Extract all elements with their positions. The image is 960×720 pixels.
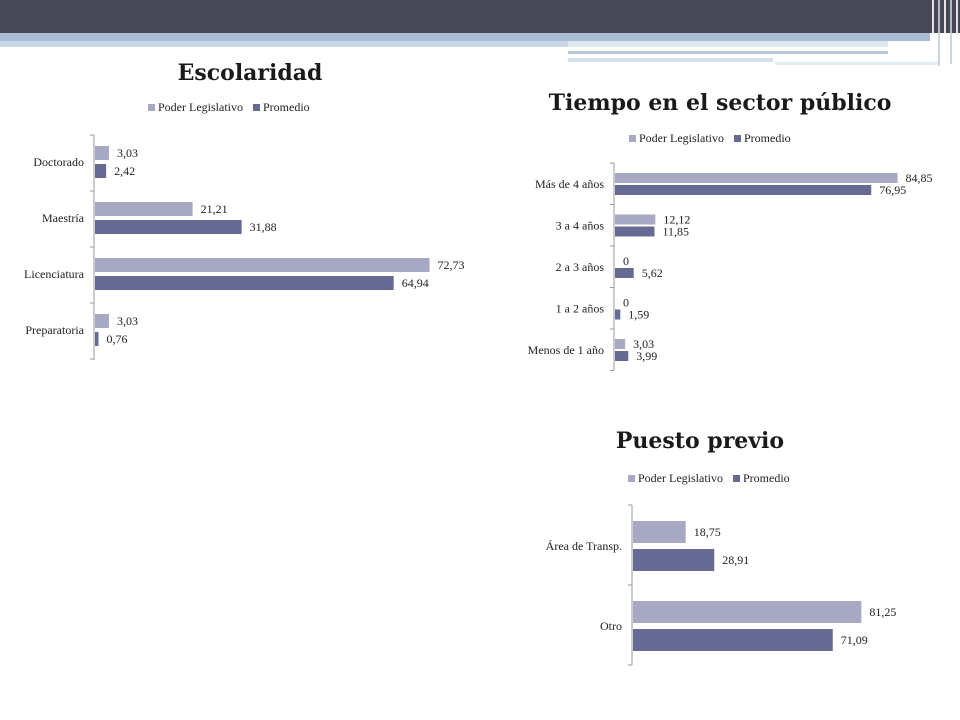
bar-poder-legislativo-3-a-4-anos <box>615 214 656 225</box>
data-label-poder-legislativo-licenciatura: 72,73 <box>438 258 465 272</box>
bar-poder-legislativo-menos-de-1-ano <box>615 339 626 349</box>
legend-swatch-poder-legislativo <box>629 135 636 142</box>
legend-swatch-promedio <box>733 135 741 142</box>
legend-item: Poder Legislativo <box>148 100 243 115</box>
data-label-promedio-mas-de-4-anos: 76,95 <box>879 183 906 197</box>
legend-label: Promedio <box>743 131 791 145</box>
bar-poder-legislativo-doctorado <box>95 146 109 160</box>
data-label-poder-legislativo-menos-de-1-ano: 3,03 <box>633 337 654 351</box>
bar-promedio-mas-de-4-anos <box>615 185 872 195</box>
chart-title-tiempo-sector-publico: Tiempo en el sector público <box>548 90 892 116</box>
data-label-promedio-preparatoria: 0,76 <box>106 332 127 346</box>
bar-promedio-preparatoria <box>95 332 99 346</box>
data-label-promedio-doctorado: 2,42 <box>114 164 135 178</box>
bar-promedio-1-a-2-anos <box>615 309 621 320</box>
data-label-promedio-licenciatura: 64,94 <box>402 276 429 290</box>
bar-chart-escolaridad: Doctorado 3,03 2,42 Maestría 21,21 31,88 Licen… <box>24 134 465 360</box>
category-label-1-a-2-anos: 1 a 2 años <box>556 302 605 316</box>
legend-item: Promedio <box>733 131 791 146</box>
data-label-promedio-area-de-transp: 28,91 <box>722 553 749 567</box>
bar-poder-legislativo-maestria <box>95 202 193 216</box>
header-stripe <box>568 51 888 54</box>
header-stripe <box>568 58 773 62</box>
slide-header-bar <box>0 0 960 33</box>
category-label-doctorado: Doctorado <box>33 155 84 169</box>
data-label-poder-legislativo-2-a-3-anos: 0 <box>623 254 629 268</box>
legend-swatch-promedio <box>732 475 740 482</box>
bar-poder-legislativo-preparatoria <box>95 314 109 328</box>
bar-promedio-doctorado <box>95 164 107 178</box>
data-label-promedio-3-a-4-anos: 11,85 <box>662 225 689 239</box>
header-stripe <box>775 62 940 65</box>
legend-item: Poder Legislativo <box>628 471 723 486</box>
category-label-otro: Otro <box>600 619 622 633</box>
category-label-menos-de-1-ano: Menos de 1 año <box>528 343 604 357</box>
legend-item: Promedio <box>732 471 790 486</box>
category-label-2-a-3-anos: 2 a 3 años <box>556 260 605 274</box>
bar-promedio-area-de-transp <box>633 549 715 571</box>
data-label-poder-legislativo-3-a-4-anos: 12,12 <box>663 213 690 227</box>
bar-poder-legislativo-mas-de-4-anos <box>615 173 898 183</box>
legend-label: Poder Legislativo <box>639 131 724 145</box>
data-label-poder-legislativo-preparatoria: 3,03 <box>117 314 138 328</box>
legend-swatch-poder-legislativo <box>148 104 155 111</box>
data-label-poder-legislativo-area-de-transp: 18,75 <box>694 525 721 539</box>
bar-poder-legislativo-licenciatura <box>95 258 430 272</box>
category-label-mas-de-4-anos: Más de 4 años <box>535 177 604 191</box>
header-vertical-lines <box>928 0 960 68</box>
category-label-area-de-transp: Área de Transp. <box>546 539 622 553</box>
legend-tiempo: Poder Legislativo Promedio <box>629 131 791 146</box>
data-label-promedio-1-a-2-anos: 1,59 <box>628 308 649 322</box>
legend-swatch-promedio <box>252 104 260 111</box>
data-label-poder-legislativo-doctorado: 3,03 <box>117 146 138 160</box>
data-label-promedio-menos-de-1-ano: 3,99 <box>636 349 657 363</box>
bar-promedio-licenciatura <box>95 276 394 290</box>
legend-label: Poder Legislativo <box>638 471 723 485</box>
chart-title-puesto-previo: Puesto previo <box>615 428 785 454</box>
category-label-maestria: Maestría <box>42 211 85 225</box>
bar-promedio-otro <box>633 629 833 651</box>
bar-promedio-3-a-4-anos <box>615 226 655 237</box>
category-label-preparatoria: Preparatoria <box>25 323 84 337</box>
bar-promedio-2-a-3-anos <box>615 268 634 278</box>
data-label-promedio-2-a-3-anos: 5,62 <box>642 266 663 280</box>
header-stripe <box>568 41 888 47</box>
legend-label: Poder Legislativo <box>158 100 243 114</box>
bar-promedio-menos-de-1-ano <box>615 351 629 361</box>
bar-poder-legislativo-area-de-transp <box>633 521 686 543</box>
header-stripe <box>0 41 568 47</box>
legend-label: Promedio <box>262 100 310 114</box>
bar-promedio-maestria <box>95 220 242 234</box>
bar-poder-legislativo-otro <box>633 601 862 623</box>
header-stripe <box>0 33 930 41</box>
legend-item: Promedio <box>252 100 310 115</box>
data-label-poder-legislativo-1-a-2-anos: 0 <box>623 296 629 310</box>
legend-puesto-previo: Poder Legislativo Promedio <box>628 471 790 486</box>
legend-escolaridad: Poder Legislativo Promedio <box>148 100 310 115</box>
data-label-poder-legislativo-otro: 81,25 <box>869 605 896 619</box>
legend-label: Promedio <box>742 471 790 485</box>
data-label-promedio-otro: 71,09 <box>841 633 868 647</box>
category-label-licenciatura: Licenciatura <box>24 267 85 281</box>
legend-swatch-poder-legislativo <box>628 475 635 482</box>
data-label-poder-legislativo-maestria: 21,21 <box>201 202 228 216</box>
data-label-promedio-maestria: 31,88 <box>250 220 277 234</box>
legend-item: Poder Legislativo <box>629 131 724 146</box>
chart-title-escolaridad: Escolaridad <box>177 60 323 86</box>
data-label-poder-legislativo-mas-de-4-anos: 84,85 <box>906 171 933 185</box>
category-label-3-a-4-anos: 3 a 4 años <box>556 219 605 233</box>
